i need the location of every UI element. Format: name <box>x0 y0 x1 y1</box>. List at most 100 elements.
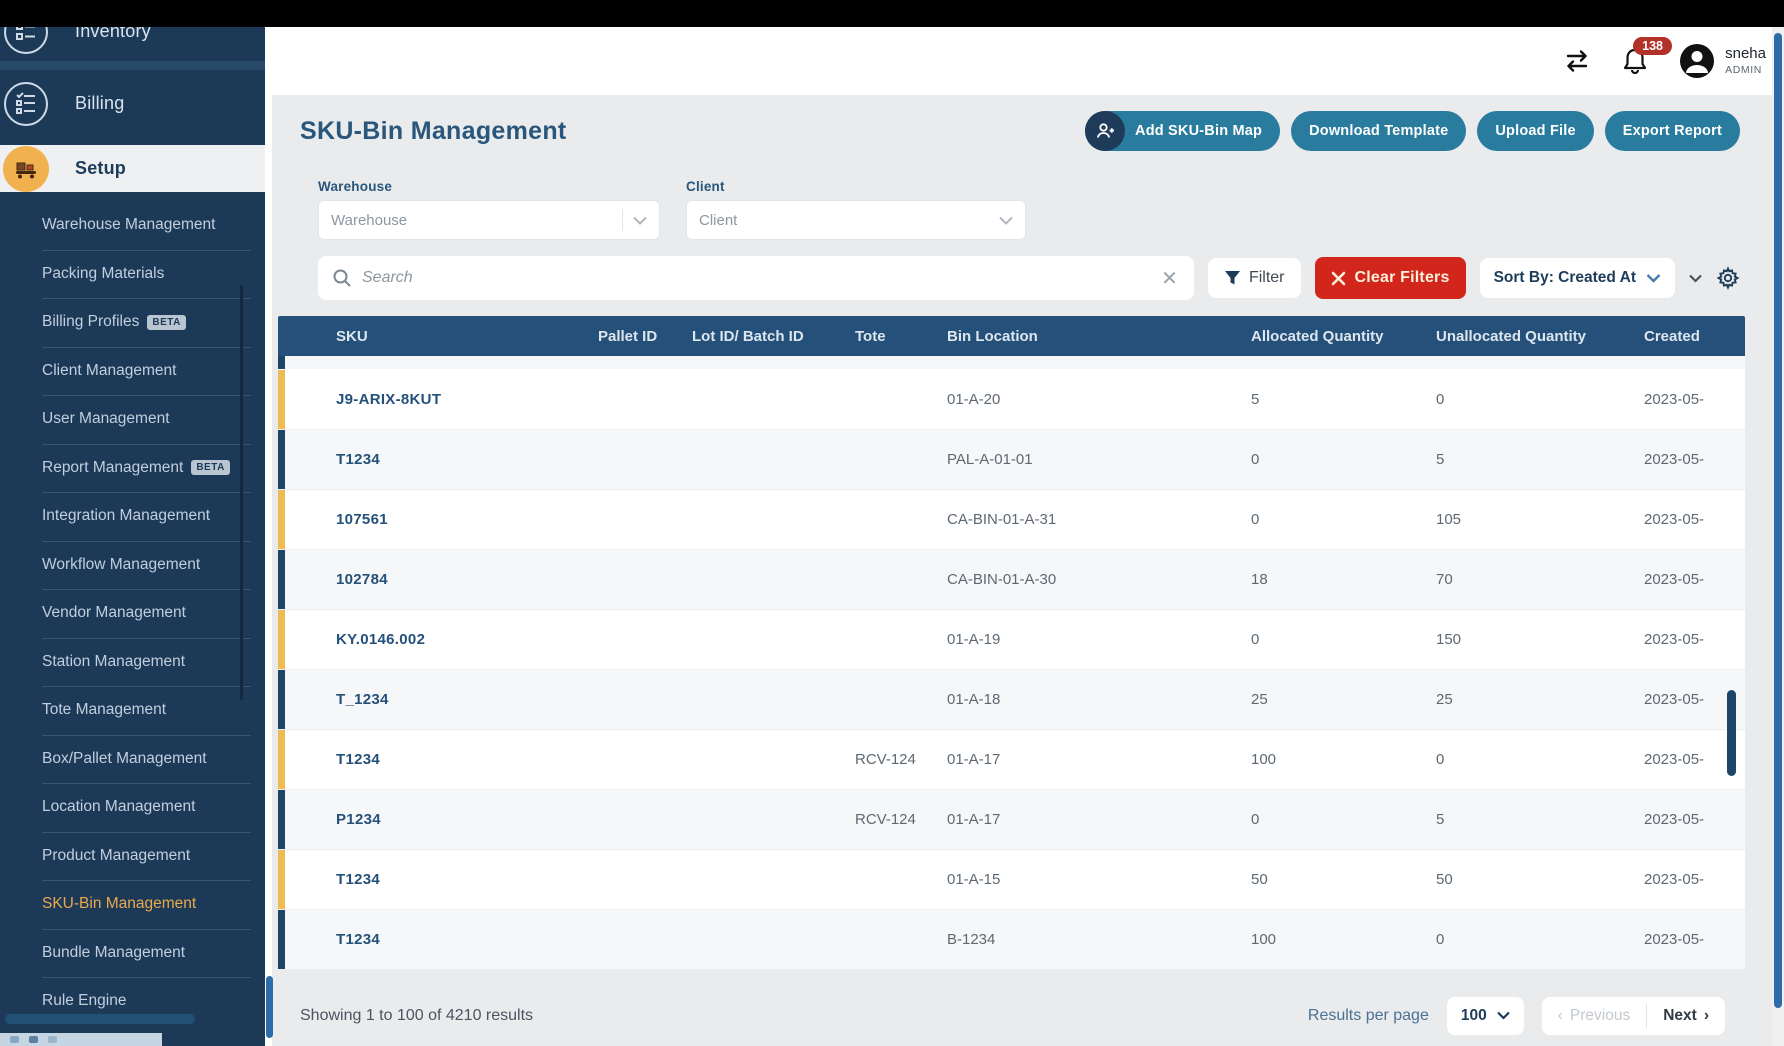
sort-by-dropdown[interactable]: Sort By: Created At <box>1479 258 1675 298</box>
client-select[interactable]: Client <box>686 200 1026 240</box>
row-accent-bar <box>278 730 285 789</box>
sidebar-item-integration-management[interactable]: Integration Management <box>0 492 265 541</box>
sidebar-item-label: Client Management <box>42 361 177 379</box>
column-header-lot-id-batch-id[interactable]: Lot ID/ Batch ID <box>692 327 804 345</box>
cell-allocated: 0 <box>1251 631 1260 648</box>
table-row[interactable]: 107561 CA-BIN-01-A-31 0 105 2023-05- <box>278 490 1745 550</box>
page-size-select[interactable]: 100 <box>1446 996 1524 1035</box>
cell-created: 2023-05- <box>1644 571 1705 588</box>
column-header-tote[interactable]: Tote <box>855 327 886 345</box>
download-template-button[interactable]: Download Template <box>1291 111 1467 151</box>
cell-bin: PAL-A-01-01 <box>947 451 1033 468</box>
sidebar-item-label: Setup <box>75 158 127 178</box>
next-page-button[interactable]: Next › <box>1647 1007 1725 1025</box>
cell-bin: CA-BIN-01-A-30 <box>947 571 1057 588</box>
sidebar-item-product-management[interactable]: Product Management <box>0 831 265 881</box>
sidebar-edge-scroll-thumb[interactable] <box>266 976 273 1038</box>
user-role: ADMIN <box>1725 63 1762 76</box>
row-accent-bar <box>278 550 285 609</box>
sidebar-item-warehouse-management[interactable]: Warehouse Management <box>0 201 265 250</box>
sidebar: Inventory Billing Setup Warehouse Manage… <box>0 0 265 1046</box>
search-input[interactable] <box>362 269 1150 287</box>
cell-created: 2023-05- <box>1644 871 1705 888</box>
pager-divider <box>1646 1003 1648 1028</box>
export-report-button[interactable]: Export Report <box>1604 111 1740 151</box>
column-header-unallocated-quantity[interactable]: Unallocated Quantity <box>1436 327 1587 345</box>
add-sku-bin-map-button[interactable]: Add SKU-Bin Map <box>1085 111 1281 151</box>
cell-sku: T1234 <box>336 931 381 948</box>
sidebar-item-setup[interactable]: Setup <box>0 145 265 192</box>
cell-unallocated: 0 <box>1436 391 1445 408</box>
table-row[interactable]: T1234 B-1234 100 0 2023-05- <box>278 910 1745 970</box>
clear-search-icon[interactable]: ✕ <box>1161 267 1178 290</box>
warehouse-label: Warehouse <box>318 179 393 194</box>
clear-filters-button[interactable]: Clear Filters <box>1314 257 1466 299</box>
transfer-icon[interactable] <box>1562 46 1592 76</box>
column-header-created[interactable]: Created <box>1644 327 1700 345</box>
table-row[interactable]: KY.0146.002 01-A-19 0 150 2023-05- <box>278 610 1745 670</box>
table-row[interactable]: 102784 CA-BIN-01-A-30 18 70 2023-05- <box>278 550 1745 610</box>
table-row[interactable]: T1234 PAL-A-01-01 0 5 2023-05- <box>278 430 1745 490</box>
avatar <box>1680 44 1715 78</box>
sidebar-item-user-management[interactable]: User Management <box>0 395 265 444</box>
sidebar-item-sku-bin-management[interactable]: SKU-Bin Management <box>0 880 265 929</box>
table-row-partial <box>278 356 1745 370</box>
page-scrollbar[interactable] <box>1772 27 1784 1046</box>
previous-page-button[interactable]: ‹ Previous <box>1542 1007 1646 1025</box>
row-accent-bar <box>278 670 285 729</box>
client-label: Client <box>686 179 725 194</box>
cell-unallocated: 150 <box>1436 631 1462 648</box>
sidebar-item-tote-management[interactable]: Tote Management <box>0 686 265 735</box>
column-header-bin-location[interactable]: Bin Location <box>947 327 1038 345</box>
x-icon <box>1331 271 1345 285</box>
sidebar-item-box-pallet-management[interactable]: Box/Pallet Management <box>0 734 265 784</box>
sidebar-item-label: Location Management <box>42 798 196 816</box>
column-header-sku[interactable]: SKU <box>336 327 368 345</box>
cell-sku: P1234 <box>336 811 381 828</box>
cell-bin: B-1234 <box>947 931 996 948</box>
sidebar-item-vendor-management[interactable]: Vendor Management <box>0 589 265 638</box>
sidebar-item-label: User Management <box>42 410 170 428</box>
cell-tote: RCV-124 <box>855 751 916 768</box>
column-header-pallet-id[interactable]: Pallet ID <box>598 327 658 345</box>
sidebar-scrollbar-thumb[interactable] <box>240 285 243 700</box>
sidebar-item-client-management[interactable]: Client Management <box>0 346 265 396</box>
sidebar-item-packing-materials[interactable]: Packing Materials <box>0 249 265 299</box>
cell-bin: 01-A-19 <box>947 631 1001 648</box>
page-scrollbar-thumb[interactable] <box>1774 33 1782 1008</box>
row-accent-bar <box>278 490 285 549</box>
table-row[interactable]: P1234 RCV-124 01-A-17 0 5 2023-05- <box>278 790 1745 850</box>
filter-button[interactable]: Filter <box>1207 258 1301 298</box>
client-select-value: Client <box>699 211 738 229</box>
table-row[interactable]: T1234 01-A-15 50 50 2023-05- <box>278 850 1745 910</box>
sidebar-item-workflow-management[interactable]: Workflow Management <box>0 540 265 590</box>
sidebar-horizontal-scrollbar[interactable] <box>5 1014 195 1024</box>
notifications-bell-icon[interactable]: 138 <box>1620 37 1672 76</box>
cell-allocated: 0 <box>1251 811 1260 828</box>
cell-created: 2023-05- <box>1644 691 1705 708</box>
sidebar-item-bundle-management[interactable]: Bundle Management <box>0 928 265 978</box>
sidebar-item-location-management[interactable]: Location Management <box>0 783 265 832</box>
sort-direction-chevron-icon[interactable] <box>1689 274 1702 283</box>
settings-gear-icon[interactable] <box>1716 266 1740 290</box>
sidebar-item-station-management[interactable]: Station Management <box>0 637 265 687</box>
cell-sku: T1234 <box>336 871 381 888</box>
page-actions: Add SKU-Bin Map Download Template Upload F… <box>1085 111 1740 151</box>
button-label: Upload File <box>1495 123 1576 139</box>
warehouse-select[interactable]: Warehouse <box>318 200 660 240</box>
row-accent-bar <box>278 610 285 669</box>
column-header-allocated-quantity[interactable]: Allocated Quantity <box>1251 327 1384 345</box>
table-row[interactable]: T_1234 01-A-18 25 25 2023-05- <box>278 670 1745 730</box>
table-row[interactable]: T1234 RCV-124 01-A-17 100 0 2023-05- <box>278 730 1745 790</box>
table-row[interactable]: J9-ARIX-8KUT 01-A-20 5 0 2023-05- <box>278 370 1745 430</box>
results-summary: Showing 1 to 100 of 4210 results <box>300 1006 534 1024</box>
clear-filters-label: Clear Filters <box>1354 269 1450 286</box>
upload-file-button[interactable]: Upload File <box>1477 111 1594 151</box>
filter-button-label: Filter <box>1248 269 1285 286</box>
table-scrollbar-thumb[interactable] <box>1727 690 1736 776</box>
user-menu[interactable]: sneha ADMIN <box>1678 42 1766 80</box>
sidebar-item-billing-profiles[interactable]: Billing Profiles BETA <box>0 298 265 347</box>
sidebar-item-billing[interactable]: Billing <box>0 80 265 127</box>
sidebar-item-report-management[interactable]: Report Management BETA <box>0 443 265 493</box>
sidebar-item-rule-engine[interactable]: Rule Engine <box>0 977 265 1026</box>
